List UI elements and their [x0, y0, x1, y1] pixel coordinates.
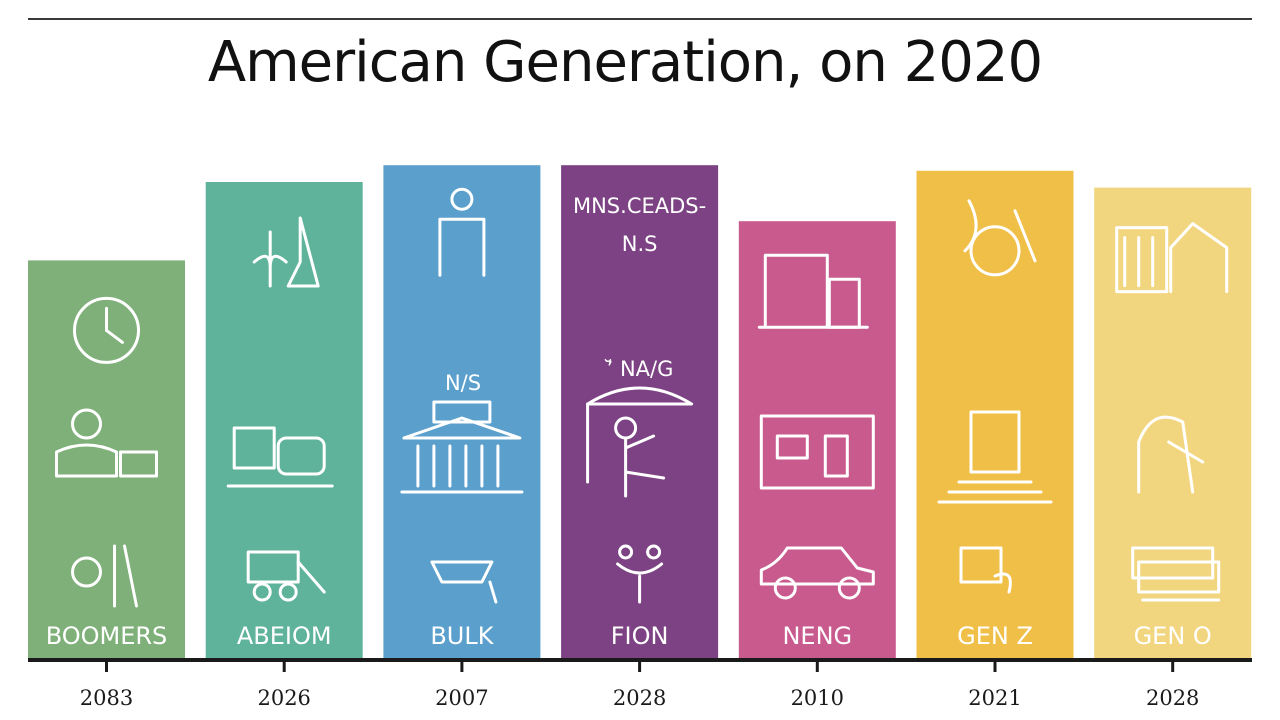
bank-building-icon: [400, 400, 524, 494]
bar-7: [1094, 187, 1252, 658]
kitchen-appliance-icon: [226, 426, 334, 488]
year-label: 2028: [613, 686, 666, 710]
top-rule: [28, 18, 1252, 20]
buildings-icon: [1115, 222, 1229, 294]
bars-group: [28, 165, 1252, 659]
shop-window-icon: [759, 414, 875, 490]
person-at-desk-icon: [55, 408, 158, 478]
car-icon: [759, 546, 875, 600]
category-label: GEN Z: [957, 622, 1033, 650]
category-label: ABEIOM: [237, 622, 332, 650]
abstract-shapes-icon: [963, 199, 1037, 277]
wheat-icon: [252, 216, 320, 288]
lawnmower-icon: [246, 550, 326, 602]
labels-group: BOOMERS 2083 ABEIOM 2026 BULK 2007 FION 2028 MNS…: [46, 194, 1212, 710]
bar-header-text: MNS.CEADS-: [573, 194, 706, 218]
clock-icon: [73, 296, 140, 364]
bar-6: [916, 170, 1074, 659]
people-icon: [616, 544, 664, 604]
devices-icon: [1131, 546, 1221, 602]
year-label: 2083: [80, 686, 133, 710]
category-label: NENG: [782, 622, 852, 650]
chart-title: American Generation, on 2020: [207, 30, 1043, 95]
person-with-umbrella-icon: [586, 386, 694, 498]
annotation: A: [119, 227, 134, 251]
person-icon: [438, 187, 486, 277]
annotation: ʼ̆ NA/G: [604, 357, 673, 381]
podium-icon: [937, 410, 1053, 504]
annotation: N/S: [445, 371, 481, 395]
icons-group: [55, 187, 1229, 608]
year-label: 2021: [968, 686, 1021, 710]
sled-icon: [430, 560, 498, 604]
year-label: 2010: [791, 686, 844, 710]
category-label: BOOMERS: [46, 622, 168, 650]
bar-3: [383, 165, 541, 658]
tools-icon: [71, 544, 138, 608]
category-label: GEN O: [1134, 622, 1212, 650]
category-label: BULK: [430, 622, 494, 650]
storefront-icon: [757, 253, 869, 329]
ticks-group: [105, 660, 1175, 672]
bar-header-text: N.S: [622, 232, 658, 256]
category-label: FION: [611, 622, 669, 650]
year-label: 2007: [435, 686, 488, 710]
year-label: 2028: [1146, 686, 1199, 710]
year-label: 2026: [257, 686, 310, 710]
abstract-figure-icon: [1137, 415, 1205, 494]
screen-icon: [959, 546, 1012, 594]
